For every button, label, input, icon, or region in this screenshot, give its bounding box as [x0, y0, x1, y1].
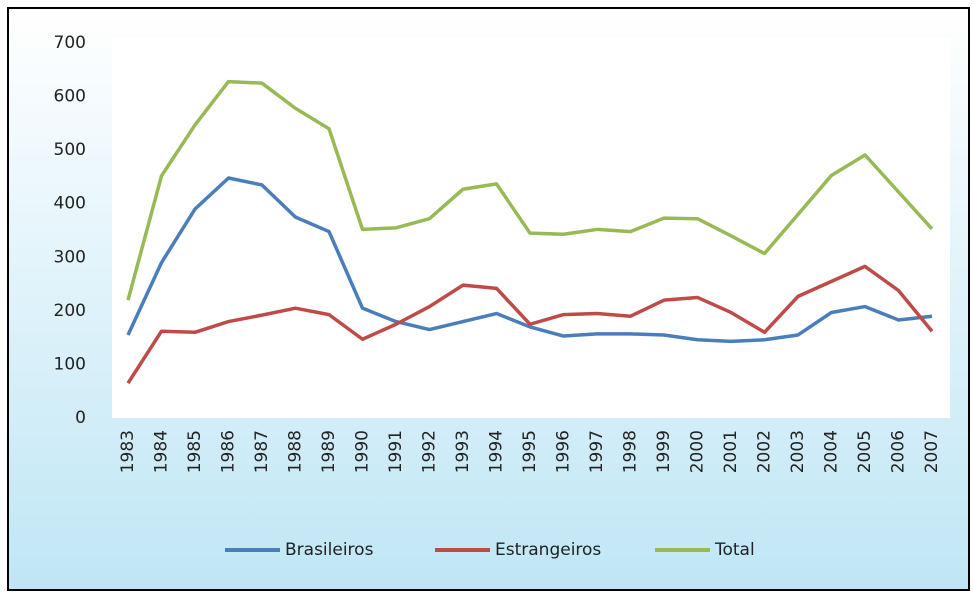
line [126, 79, 934, 301]
x-tick-label: 1992 [420, 430, 440, 473]
legend-label: Estrangeiros [495, 540, 601, 560]
y-tick-label: 300 [54, 247, 86, 267]
y-tick-label: 500 [54, 140, 86, 160]
x-tick-label: 2001 [721, 430, 741, 473]
y-tick-label: 700 [54, 33, 86, 53]
x-tick-label: 1994 [487, 430, 507, 473]
x-tick-label: 1990 [353, 430, 373, 473]
x-tick-label: 2006 [889, 430, 909, 473]
x-tick-label: 2004 [822, 430, 842, 473]
x-tick-label: 2003 [788, 430, 808, 473]
line [126, 176, 933, 344]
y-tick-label: 0 [75, 408, 86, 428]
x-tick-label: 1988 [286, 430, 306, 473]
x-tick-label: 1987 [252, 430, 272, 473]
x-tick-label: 1985 [185, 430, 205, 473]
legend-label: Brasileiros [285, 540, 374, 560]
x-tick-label: 1983 [118, 430, 138, 473]
x-tick-label: 1996 [554, 430, 574, 473]
x-tick-label: 1993 [453, 430, 473, 473]
y-tick-label: 100 [54, 354, 86, 374]
x-tick-label: 2007 [922, 430, 942, 473]
y-tick-label: 400 [54, 194, 86, 214]
x-tick-label: 2000 [688, 430, 708, 473]
x-tick-label: 1997 [587, 430, 607, 473]
x-tick-label: 1991 [386, 430, 406, 473]
plot-area [112, 38, 950, 418]
x-tick-label: 2005 [855, 430, 875, 473]
x-tick-label: 1999 [654, 430, 674, 473]
x-tick-label: 1995 [520, 430, 540, 473]
x-tick-label: 1984 [152, 430, 172, 473]
y-tick-label: 200 [54, 301, 86, 321]
line [126, 264, 934, 385]
y-tick-label: 600 [54, 87, 86, 107]
legend-label: Total [714, 540, 755, 560]
x-tick-label: 1986 [219, 430, 239, 473]
x-tick-label: 1998 [621, 430, 641, 473]
x-tick-label: 1989 [319, 430, 339, 473]
x-tick-label: 2002 [755, 430, 775, 473]
